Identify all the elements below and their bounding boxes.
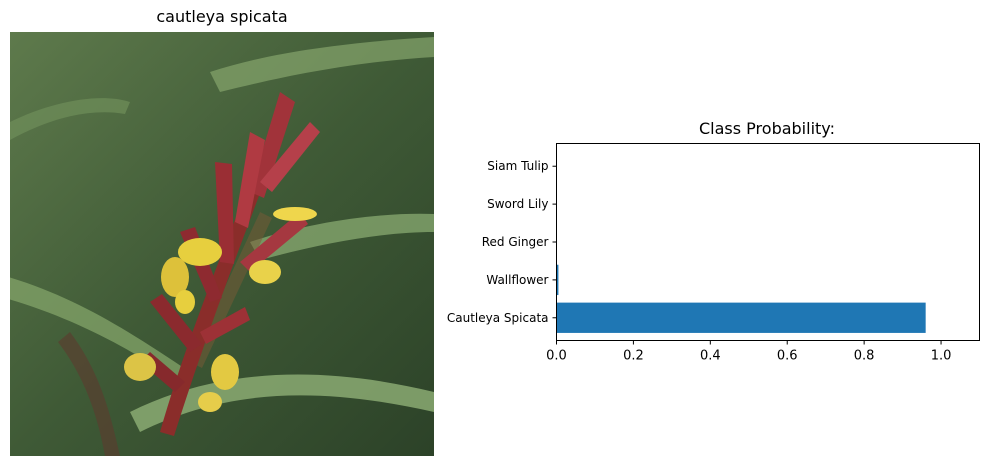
flower-image (10, 32, 434, 456)
x-tick-label: 0.8 (854, 349, 875, 364)
x-tick-label: 0.0 (546, 349, 567, 364)
bar-wallflower (556, 264, 559, 296)
x-tick-label: 1.0 (931, 349, 952, 364)
x-tick-label: 0.2 (623, 349, 644, 364)
chart-title: Class Probability: (699, 119, 835, 138)
y-tick-label: Sword Lily (487, 197, 548, 211)
y-tick-label: Red Ginger (482, 235, 549, 249)
bar-cautleya-spicata (556, 302, 926, 333)
image-title: cautleya spicata (156, 7, 288, 26)
x-tick-label: 0.4 (700, 349, 721, 364)
x-tick-label: 0.6 (777, 349, 798, 364)
y-tick-label: Wallflower (486, 273, 548, 287)
flower-photo (10, 32, 434, 456)
y-tick-label: Cautleya Spicata (447, 311, 549, 325)
y-tick-label: Siam Tulip (487, 159, 548, 173)
plot-frame (556, 143, 980, 341)
